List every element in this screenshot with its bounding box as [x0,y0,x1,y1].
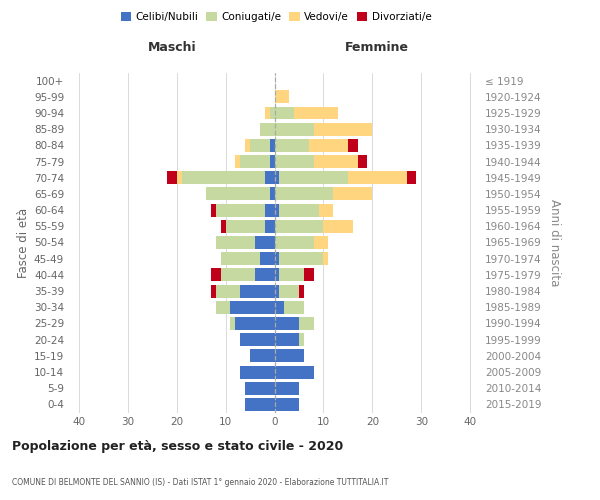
Bar [216,284,240,298]
Text: COMUNE DI BELMONTE DEL SANNIO (IS) - Dati ISTAT 1° gennaio 2020 - Elaborazione T: COMUNE DI BELMONTE DEL SANNIO (IS) - Dat… [12,478,388,487]
Bar [280,252,323,265]
Bar [206,188,269,200]
Bar [240,284,275,298]
Bar [245,382,275,394]
Bar [211,204,216,216]
Bar [255,268,275,281]
Bar [358,155,367,168]
Bar [240,366,275,378]
Bar [280,268,304,281]
Bar [216,236,255,249]
Bar [269,155,275,168]
Bar [275,301,284,314]
Bar [269,106,275,120]
Bar [265,106,269,120]
Bar [333,188,373,200]
Bar [275,350,304,362]
Bar [182,172,265,184]
Text: Popolazione per età, sesso e stato civile - 2020: Popolazione per età, sesso e stato civil… [12,440,343,453]
Bar [226,220,265,233]
Bar [211,284,216,298]
Bar [235,155,240,168]
Bar [275,398,299,411]
Bar [275,220,323,233]
Bar [275,155,314,168]
Bar [240,155,269,168]
Bar [275,366,314,378]
Text: Maschi: Maschi [148,41,196,54]
Bar [250,350,275,362]
Bar [230,317,235,330]
Bar [275,122,314,136]
Bar [216,301,230,314]
Bar [319,204,333,216]
Bar [314,236,328,249]
Bar [275,236,314,249]
Bar [299,317,314,330]
Bar [260,122,275,136]
Bar [304,268,314,281]
Bar [309,139,348,152]
Bar [235,317,275,330]
Bar [216,204,265,216]
Bar [221,220,226,233]
Bar [299,333,304,346]
Legend: Celibi/Nubili, Coniugati/e, Vedovi/e, Divorziati/e: Celibi/Nubili, Coniugati/e, Vedovi/e, Di… [116,8,436,26]
Bar [176,172,182,184]
Bar [275,284,280,298]
Bar [275,172,280,184]
Bar [255,236,275,249]
Bar [275,204,280,216]
Bar [265,220,275,233]
Y-axis label: Anni di nascita: Anni di nascita [548,199,561,286]
Bar [314,122,373,136]
Bar [348,172,407,184]
Bar [275,382,299,394]
Bar [275,317,299,330]
Bar [211,268,221,281]
Bar [323,252,328,265]
Bar [323,220,353,233]
Bar [265,172,275,184]
Text: Femmine: Femmine [345,41,409,54]
Bar [280,204,319,216]
Bar [260,252,275,265]
Bar [275,333,299,346]
Bar [314,155,358,168]
Bar [230,301,275,314]
Bar [407,172,416,184]
Bar [280,284,299,298]
Bar [280,172,348,184]
Bar [265,204,275,216]
Bar [275,106,294,120]
Bar [275,252,280,265]
Bar [348,139,358,152]
Bar [284,301,304,314]
Bar [167,172,176,184]
Bar [294,106,338,120]
Bar [299,284,304,298]
Bar [245,139,250,152]
Bar [221,268,255,281]
Bar [250,139,269,152]
Bar [275,90,289,104]
Bar [275,188,333,200]
Y-axis label: Fasce di età: Fasce di età [17,208,30,278]
Bar [269,188,275,200]
Bar [245,398,275,411]
Bar [221,252,260,265]
Bar [275,268,280,281]
Bar [269,139,275,152]
Bar [275,139,309,152]
Bar [240,333,275,346]
